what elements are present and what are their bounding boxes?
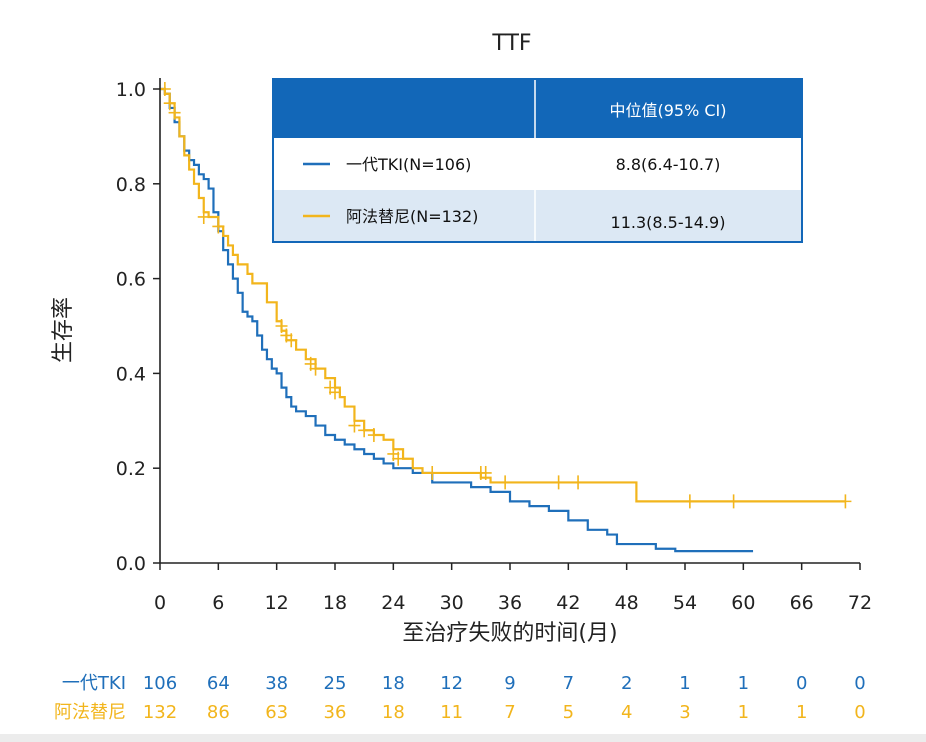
risk-value: 18 xyxy=(382,702,405,723)
y-tick-label: 0.8 xyxy=(116,174,146,196)
x-tick-label: 0 xyxy=(154,592,166,614)
risk-value: 132 xyxy=(143,702,177,723)
x-tick-label: 42 xyxy=(556,592,580,614)
risk-value: 2 xyxy=(621,673,632,694)
risk-value: 18 xyxy=(382,673,405,694)
y-tick-label: 0.0 xyxy=(116,553,146,575)
censor-mark xyxy=(158,82,171,96)
censor-mark xyxy=(683,494,696,509)
risk-value: 7 xyxy=(563,673,574,694)
risk-value: 7 xyxy=(504,702,515,723)
censor-mark xyxy=(499,475,512,490)
x-tick-label: 60 xyxy=(731,592,755,614)
risk-value: 1 xyxy=(679,673,690,694)
risk-value: 12 xyxy=(440,673,463,694)
y-tick-label: 0.2 xyxy=(116,458,146,480)
risk-value: 25 xyxy=(324,673,347,694)
survival-curves xyxy=(158,82,852,553)
censor-mark xyxy=(285,333,298,348)
censor-mark xyxy=(329,385,341,400)
risk-row-label-aumolertinib: 阿法替尼 xyxy=(54,702,126,723)
censor-mark xyxy=(839,494,852,509)
x-tick-label: 12 xyxy=(265,592,289,614)
risk-value: 106 xyxy=(143,673,177,694)
risk-value: 0 xyxy=(796,673,807,694)
curve-series-0 xyxy=(160,87,754,553)
censor-mark xyxy=(572,475,585,490)
bottom-scroll-strip xyxy=(0,734,926,742)
censor-mark xyxy=(197,209,210,224)
censor-mark xyxy=(275,319,288,333)
censor-mark xyxy=(212,219,225,234)
risk-value: 4 xyxy=(621,702,632,723)
legend-label-aumolertinib: 阿法替尼(N=132) xyxy=(346,207,478,226)
risk-value: 0 xyxy=(854,702,865,723)
risk-value: 63 xyxy=(265,702,288,723)
y-ticks: 0.0 0.2 0.4 0.6 0.8 1.0 xyxy=(116,79,160,575)
risk-value: 5 xyxy=(563,702,574,723)
x-tick-label: 48 xyxy=(615,592,639,614)
risk-value: 36 xyxy=(324,702,347,723)
legend-header-text: 中位值(95% CI) xyxy=(609,101,726,120)
legend-table: 中位值(95% CI) 一代TKI(N=106) 8.8(6.4-10.7) 阿… xyxy=(272,78,803,243)
x-axis-title: 至治疗失败的时间(月) xyxy=(402,621,617,646)
censor-mark xyxy=(163,96,176,111)
risk-value: 64 xyxy=(207,673,230,694)
legend-header xyxy=(274,80,801,138)
x-tick-label: 54 xyxy=(673,592,697,614)
legend-median-first-gen: 8.8(6.4-10.7) xyxy=(616,155,721,174)
x-tick-label: 18 xyxy=(323,592,347,614)
censor-mark xyxy=(426,465,439,480)
legend-row-alt xyxy=(274,190,801,241)
x-ticks: 0 6 12 18 24 30 36 42 48 54 60 66 72 xyxy=(154,563,872,614)
x-tick-label: 6 xyxy=(212,592,224,614)
risk-value: 3 xyxy=(679,702,690,723)
censor-mark xyxy=(309,361,322,376)
risk-value: 9 xyxy=(504,673,515,694)
x-tick-label: 66 xyxy=(790,592,814,614)
censor-mark xyxy=(348,418,361,433)
risk-value: 1 xyxy=(738,673,749,694)
legend-label-first-gen: 一代TKI(N=106) xyxy=(346,155,471,174)
risk-value: 1 xyxy=(738,702,749,723)
y-tick-label: 0.4 xyxy=(116,363,146,385)
risk-value: 86 xyxy=(207,702,230,723)
censor-mark xyxy=(479,465,492,480)
censor-mark xyxy=(168,105,181,120)
risk-value: 1 xyxy=(796,702,807,723)
censor-mark xyxy=(552,475,565,490)
y-tick-label: 0.6 xyxy=(116,269,146,291)
x-tick-label: 30 xyxy=(440,592,464,614)
risk-value: 0 xyxy=(854,673,865,694)
risk-value: 11 xyxy=(440,702,463,723)
censor-mark xyxy=(727,494,740,509)
censor-mark xyxy=(367,428,380,443)
risk-value: 38 xyxy=(265,673,288,694)
legend-median-aumolertinib: 11.3(8.5-14.9) xyxy=(611,213,726,232)
censor-mark xyxy=(392,451,405,466)
chart-title: TTF xyxy=(491,31,531,56)
x-tick-label: 24 xyxy=(381,592,405,614)
y-tick-label: 1.0 xyxy=(116,79,146,101)
x-tick-label: 36 xyxy=(498,592,522,614)
risk-row-label-first-gen: 一代TKI xyxy=(62,673,126,694)
censor-mark xyxy=(358,423,371,438)
x-tick-label: 72 xyxy=(848,592,872,614)
y-axis-title: 生存率 xyxy=(51,297,76,363)
